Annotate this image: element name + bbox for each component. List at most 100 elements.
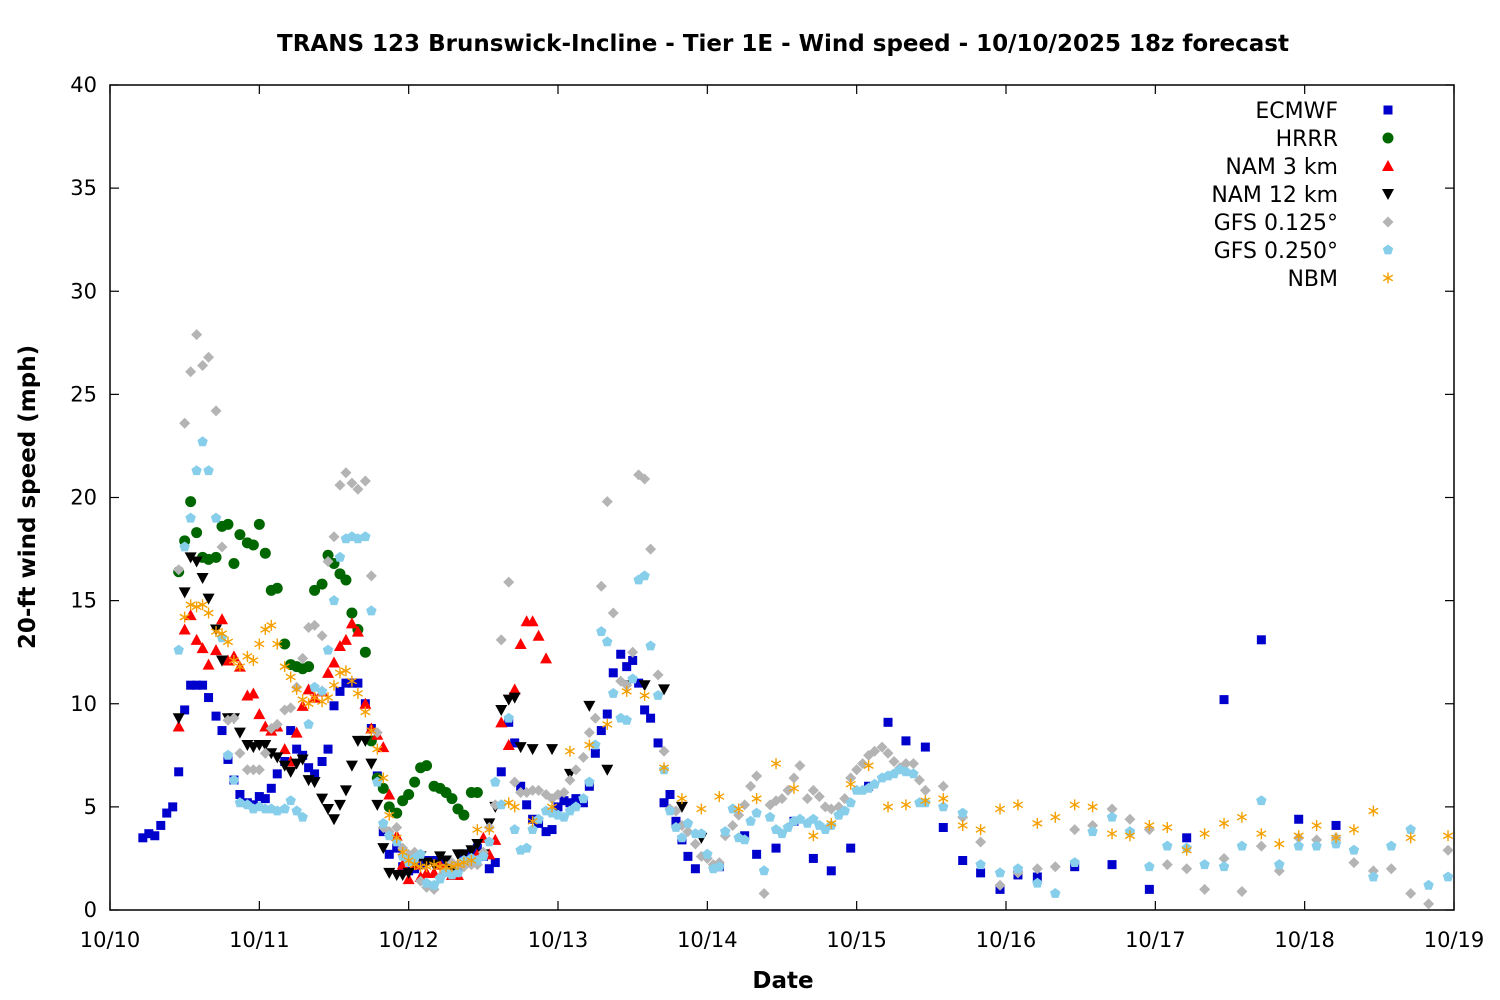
data-point xyxy=(639,690,650,701)
data-point xyxy=(323,744,333,754)
data-point xyxy=(547,825,557,835)
data-point xyxy=(857,758,869,770)
data-point xyxy=(702,848,713,859)
data-point xyxy=(234,797,246,808)
data-point xyxy=(745,815,756,826)
y-tick-label: 15 xyxy=(70,589,97,613)
data-point xyxy=(607,607,619,619)
data-point xyxy=(179,541,190,552)
data-point xyxy=(584,776,595,787)
data-point xyxy=(1330,838,1342,849)
data-point xyxy=(310,769,320,779)
data-point xyxy=(353,678,363,688)
data-point xyxy=(1405,888,1417,899)
data-point xyxy=(210,626,222,638)
data-point xyxy=(495,634,507,646)
x-tick-label: 10/17 xyxy=(1125,928,1186,952)
data-point xyxy=(216,655,228,667)
data-point xyxy=(665,790,675,799)
data-point xyxy=(272,769,282,779)
data-point xyxy=(197,436,208,447)
data-point xyxy=(508,683,521,695)
legend-marker xyxy=(1383,105,1393,115)
y-tick-label: 0 xyxy=(84,898,97,922)
data-point xyxy=(869,778,880,789)
data-point xyxy=(365,758,378,770)
data-point xyxy=(808,853,818,863)
data-point xyxy=(366,605,377,616)
data-point xyxy=(271,582,283,594)
x-tick-label: 10/11 xyxy=(229,928,290,952)
data-point xyxy=(180,705,190,715)
data-point xyxy=(957,819,968,831)
data-point xyxy=(197,599,208,611)
data-point xyxy=(365,570,377,582)
data-point xyxy=(1181,863,1193,875)
data-point xyxy=(957,807,968,818)
data-point xyxy=(291,683,302,695)
data-point xyxy=(1032,877,1043,888)
data-point xyxy=(228,654,240,666)
legend-label: NAM 12 km xyxy=(1211,183,1338,208)
data-point xyxy=(316,793,329,805)
data-point xyxy=(371,727,383,739)
data-point xyxy=(1330,832,1342,844)
data-point xyxy=(826,817,837,829)
data-point xyxy=(900,758,912,770)
data-point xyxy=(285,702,297,714)
data-point xyxy=(908,768,919,779)
data-point xyxy=(1293,840,1304,851)
data-point xyxy=(522,800,532,810)
data-point xyxy=(696,828,707,839)
data-point xyxy=(179,417,191,429)
data-point xyxy=(1236,840,1248,851)
data-point xyxy=(248,654,259,666)
data-point xyxy=(658,762,670,774)
data-point xyxy=(297,694,308,706)
data-point xyxy=(284,766,297,778)
data-point xyxy=(1161,859,1173,871)
series-nbm xyxy=(179,599,1454,873)
data-point xyxy=(359,735,372,747)
data-point xyxy=(352,483,364,495)
data-point xyxy=(1405,832,1416,844)
data-point xyxy=(690,864,700,874)
data-point xyxy=(771,843,781,853)
data-point xyxy=(583,700,596,712)
data-point xyxy=(234,661,246,673)
data-point xyxy=(578,793,589,804)
data-point xyxy=(1256,795,1267,806)
data-point xyxy=(601,764,614,776)
data-point xyxy=(1236,885,1248,897)
data-point xyxy=(259,547,271,559)
y-tick-label: 30 xyxy=(70,279,97,303)
data-point xyxy=(527,784,539,796)
data-point xyxy=(372,743,383,755)
x-tick-label: 10/12 xyxy=(378,928,439,952)
data-point xyxy=(514,637,527,649)
data-point xyxy=(471,786,483,798)
legend-label: ECMWF xyxy=(1255,99,1338,124)
data-point xyxy=(938,801,949,812)
data-point xyxy=(217,726,227,736)
data-point xyxy=(383,788,396,800)
data-point xyxy=(496,767,506,777)
data-point xyxy=(346,477,358,489)
data-point xyxy=(503,576,515,588)
data-point xyxy=(845,772,857,784)
data-point xyxy=(1031,863,1043,875)
data-point xyxy=(1255,840,1267,852)
data-point xyxy=(1274,838,1285,850)
data-point xyxy=(1012,863,1024,874)
data-point xyxy=(1293,830,1304,842)
data-point xyxy=(421,760,433,772)
data-point xyxy=(211,711,221,721)
data-point xyxy=(222,518,234,530)
data-point xyxy=(583,727,595,739)
data-point xyxy=(882,747,894,759)
data-point xyxy=(883,717,893,727)
data-point xyxy=(509,776,521,788)
data-point xyxy=(776,793,788,805)
data-point xyxy=(352,687,364,699)
x-axis: 10/10 10/11 10/12 10/13 10/14 10/15 10/16 10/17… xyxy=(80,85,1484,952)
